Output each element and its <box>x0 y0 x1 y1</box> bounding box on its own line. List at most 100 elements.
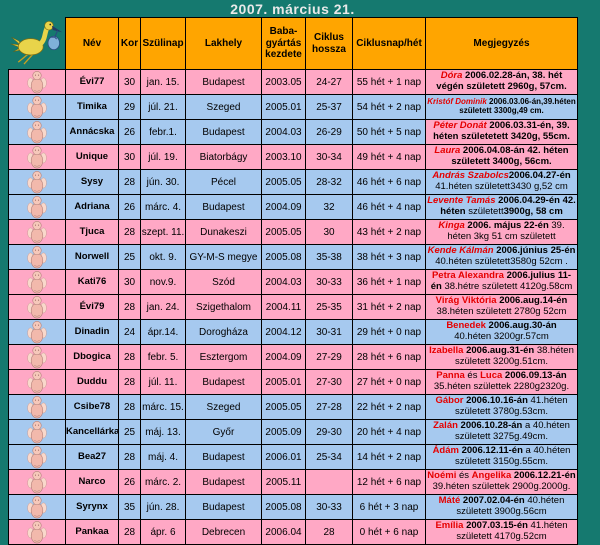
cell-location: Szód <box>185 269 262 295</box>
baby-icon-cell <box>8 444 66 470</box>
stork-cell <box>8 17 66 70</box>
cell-cycle-day: 36 hét + 1 nap <box>352 269 426 295</box>
cell-birthday: jan. 24. <box>140 294 186 320</box>
note-text: 38.héten született 3200g.51cm. <box>455 345 574 367</box>
note-baby-name: Levente Tamás <box>427 195 496 207</box>
note-baby-name: Péter Donát <box>433 120 487 132</box>
table-row: Bea27 28 máj. 4. Budapest 2006.01 25-34 14 hét… <box>8 444 578 470</box>
baby-icon-cell <box>8 69 66 95</box>
column-header-4: Baba-gyártás kezdete <box>261 17 306 70</box>
cell-cycle-day: 20 hét + 4 nap <box>352 419 426 445</box>
cell-note: Petra Alexandra 2006.julius 11-én 38.hét… <box>425 269 578 295</box>
note-baby-name: András Szabolcs <box>432 170 509 182</box>
note-text: 2006.10.28-án <box>457 420 523 432</box>
cell-ttc-start: 2003.05 <box>261 69 306 95</box>
baby-icon <box>27 96 47 119</box>
note-baby-name: Gábor <box>435 395 464 407</box>
baby-icon-cell <box>8 344 66 370</box>
baby-icon-cell <box>8 144 66 170</box>
cell-cycle-length: 27-28 <box>305 394 353 420</box>
baby-icon-cell <box>8 194 66 220</box>
note-text: 2006.04.08-án 42. héten született 3400g,… <box>451 145 569 167</box>
cell-cycle-day: 6 hét + 3 nap <box>352 494 426 520</box>
baby-icon <box>27 221 47 244</box>
cell-age: 30 <box>118 144 141 170</box>
cell-location: Pécel <box>185 169 262 195</box>
cell-birthday: szept. 11. <box>140 219 186 245</box>
cell-ttc-start: 2005.08 <box>261 244 306 270</box>
column-header-3: Lakhely <box>185 17 262 70</box>
cell-name: Duddu <box>65 369 119 395</box>
stork-icon <box>10 20 63 65</box>
cell-age: 28 <box>118 294 141 320</box>
cell-ttc-start: 2004.12 <box>261 319 306 345</box>
note-text: 2007.02.04-én <box>460 495 525 507</box>
note-text: 2006.12.11-én <box>458 445 523 457</box>
cell-location: Budapest <box>185 469 262 495</box>
cell-name: Tjuca <box>65 219 119 245</box>
note-text: 2006.03.06-án,39.héten született 3300g,4… <box>459 97 576 115</box>
cell-ttc-start: 2006.04 <box>261 519 306 545</box>
cell-ttc-start: 2005.05 <box>261 219 306 245</box>
baby-icon <box>27 396 47 419</box>
cell-age: 25 <box>118 419 141 445</box>
table-row: Kati76 30 nov.9. Szód 2004.03 30-33 36 hét + 1… <box>8 269 578 295</box>
cell-cycle-length: 35-38 <box>305 244 353 270</box>
note-baby-name: Dóra <box>440 70 463 82</box>
cell-birthday: febr.1. <box>140 119 186 145</box>
note-text: 38.héten született 2780g 52cm <box>436 306 567 317</box>
column-header-5: Ciklus hossza <box>305 17 353 70</box>
cell-note: Levente Tamás 2006.04.29-én 42. héten sz… <box>425 194 578 220</box>
baby-icon <box>27 146 47 169</box>
cell-name: Pankaa <box>65 519 119 545</box>
cell-birthday: márc. 15. <box>140 394 186 420</box>
cell-birthday: máj. 4. <box>140 444 186 470</box>
cell-note: Máté 2007.02.04-én 40.héten született 39… <box>425 494 578 520</box>
table-row: Adriana 26 márc. 4. Budapest 2004.09 32 46 hét… <box>8 194 578 220</box>
cell-cycle-length: 28-32 <box>305 169 353 195</box>
note-text: 38.hétre született 4120g.58cm <box>441 281 573 292</box>
baby-icon <box>27 71 47 94</box>
cell-note: Izabella 2006.aug.31-én 38.héten születe… <box>425 344 578 370</box>
baby-icon-cell <box>8 119 66 145</box>
note-baby-name: Petra Alexandra <box>431 270 504 282</box>
cell-birthday: márc. 4. <box>140 194 186 220</box>
cell-location: Dorogháza <box>185 319 262 345</box>
cell-cycle-length: 32 <box>305 194 353 220</box>
cell-birthday: okt. 9. <box>140 244 186 270</box>
note-text: 41.héten született3430 g,52 cm <box>435 181 568 192</box>
note-text: 41.héten született 4170g.52cm <box>456 520 568 542</box>
baby-icon <box>27 346 47 369</box>
baby-icon-cell <box>8 369 66 395</box>
cell-birthday: jún. 28. <box>140 494 186 520</box>
cell-name: Bea27 <box>65 444 119 470</box>
note-text: 40.héten született3580g 52cm . <box>435 256 568 267</box>
cell-ttc-start: 2004.03 <box>261 269 306 295</box>
cell-age: 26 <box>118 469 141 495</box>
note-baby-name: Kristóf Dominik <box>427 97 487 107</box>
table-row: Évi77 30 jan. 15. Budapest 2003.05 24-27 55 hé… <box>8 69 578 95</box>
cell-name: Csibe78 <box>65 394 119 420</box>
note-text: 2006.09.13-án <box>502 370 567 382</box>
cell-ttc-start: 2005.11 <box>261 469 306 495</box>
table-row: Kancellárka 25 máj. 13. Győr 2005.09 29-30 20 … <box>8 419 578 445</box>
note-text: 2006. május 22-én <box>464 220 549 232</box>
baby-icon-cell <box>8 469 66 495</box>
cell-age: 28 <box>118 219 141 245</box>
cell-cycle-day: 38 hét + 3 nap <box>352 244 426 270</box>
cell-cycle-day: 43 hét + 2 nap <box>352 219 426 245</box>
cell-cycle-length: 30-34 <box>305 144 353 170</box>
cell-location: Budapest <box>185 369 262 395</box>
cell-birthday: máj. 13. <box>140 419 186 445</box>
cell-note: Kende Kálmán 2006.június 25-én 40.héten … <box>425 244 578 270</box>
cell-cycle-length: 27-29 <box>305 344 353 370</box>
cell-age: 26 <box>118 194 141 220</box>
note-baby-name: Panna <box>436 370 465 382</box>
cell-location: Győr <box>185 419 262 445</box>
table-row: Csibe78 28 márc. 15. Szeged 2005.05 27-28 22 h… <box>8 394 578 420</box>
header-row: Név Kor Szülinap Lakhely Baba-gyártás kezdet… <box>8 17 578 70</box>
cell-ttc-start: 2005.01 <box>261 94 306 120</box>
cell-ttc-start: 2004.09 <box>261 344 306 370</box>
cell-cycle-day: 28 hét + 6 nap <box>352 344 426 370</box>
